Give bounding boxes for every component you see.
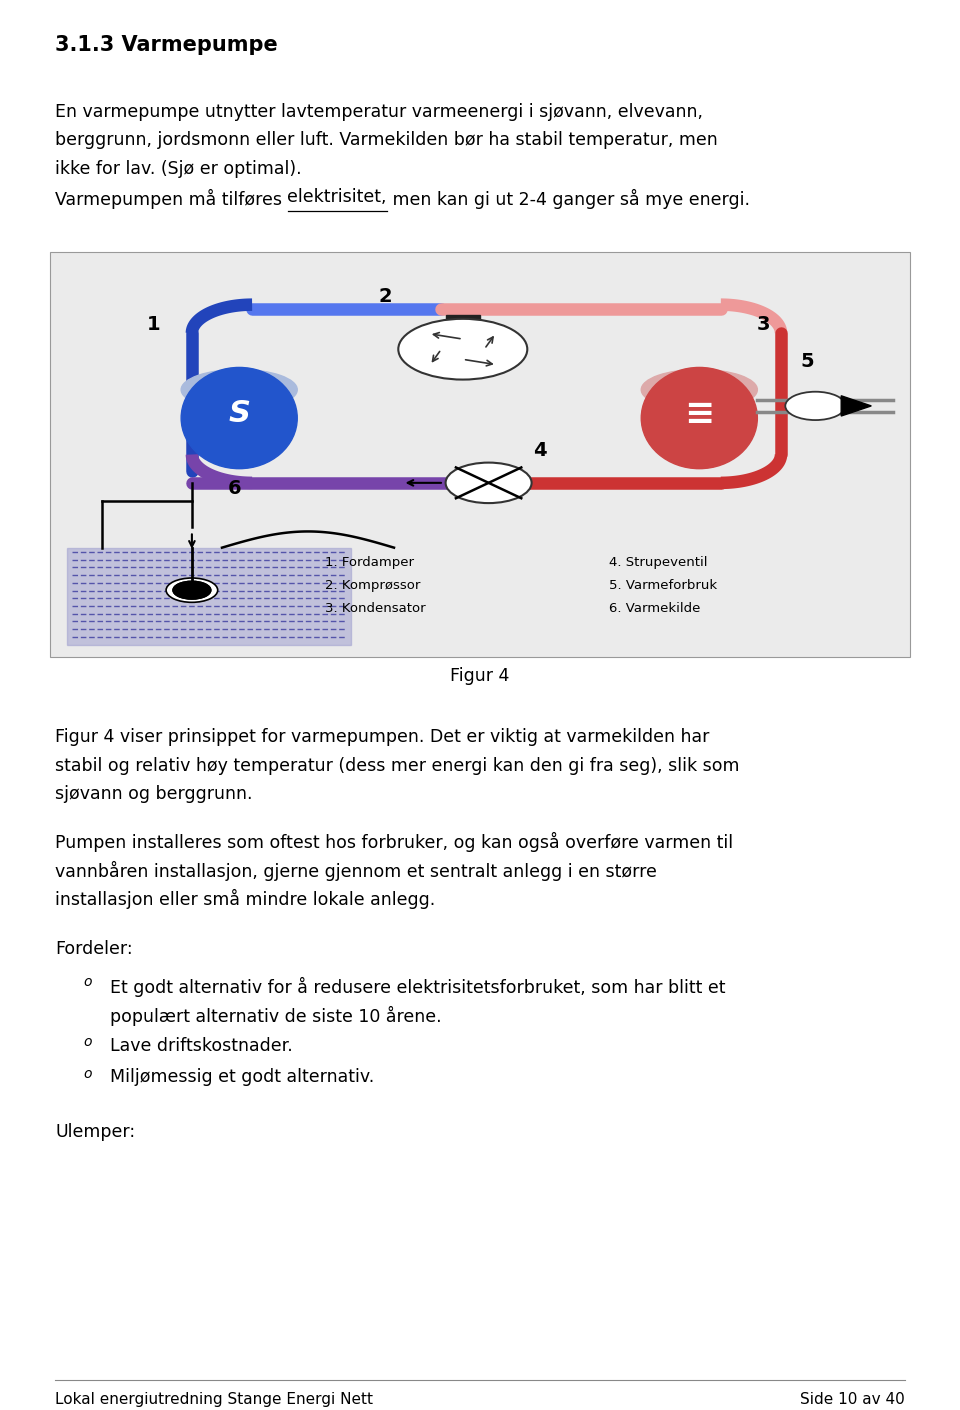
Text: Lave driftskostnader.: Lave driftskostnader. xyxy=(110,1036,293,1055)
Ellipse shape xyxy=(181,369,298,410)
Circle shape xyxy=(173,581,211,599)
Text: stabil og relativ høy temperatur (dess mer energi kan den gi fra seg), slik som: stabil og relativ høy temperatur (dess m… xyxy=(55,757,739,776)
Text: Figur 4: Figur 4 xyxy=(450,667,510,685)
Text: ikke for lav. (Sjø er optimal).: ikke for lav. (Sjø er optimal). xyxy=(55,159,301,178)
Text: o: o xyxy=(83,1066,91,1080)
Ellipse shape xyxy=(641,368,757,468)
Text: o: o xyxy=(83,974,91,988)
Text: populært alternativ de siste 10 årene.: populært alternativ de siste 10 årene. xyxy=(110,1005,442,1025)
Ellipse shape xyxy=(641,369,757,410)
Text: 5. Varmeforbruk: 5. Varmeforbruk xyxy=(609,580,717,592)
Text: Pumpen installeres som oftest hos forbruker, og kan også overføre varmen til: Pumpen installeres som oftest hos forbru… xyxy=(55,832,733,852)
Text: o: o xyxy=(83,1035,91,1049)
Text: 6. Varmekilde: 6. Varmekilde xyxy=(609,602,701,615)
Ellipse shape xyxy=(181,368,298,468)
Bar xyxy=(67,547,351,644)
Text: sjøvann og berggrunn.: sjøvann og berggrunn. xyxy=(55,785,252,804)
Text: Figur 4 viser prinsippet for varmepumpen. Det er viktig at varmekilden har: Figur 4 viser prinsippet for varmepumpen… xyxy=(55,729,709,746)
Text: 6: 6 xyxy=(228,479,242,498)
Bar xyxy=(445,314,480,327)
Circle shape xyxy=(166,578,218,602)
Text: Fordeler:: Fordeler: xyxy=(55,940,132,959)
Text: 1. Fordamper: 1. Fordamper xyxy=(325,556,414,568)
Text: 4: 4 xyxy=(534,441,547,460)
Text: berggrunn, jordsmonn eller luft. Varmekilden bør ha stabil temperatur, men: berggrunn, jordsmonn eller luft. Varmeki… xyxy=(55,131,718,149)
Text: vannbåren installasjon, gjerne gjennom et sentralt anlegg i en større: vannbåren installasjon, gjerne gjennom e… xyxy=(55,860,657,881)
Circle shape xyxy=(398,319,527,379)
Text: men kan gi ut 2-4 ganger så mye energi.: men kan gi ut 2-4 ganger så mye energi. xyxy=(387,189,750,209)
Text: Et godt alternativ for å redusere elektrisitetsforbruket, som har blitt et: Et godt alternativ for å redusere elektr… xyxy=(110,977,726,997)
Text: 3.1.3 Varmepumpe: 3.1.3 Varmepumpe xyxy=(55,35,277,55)
Text: En varmepumpe utnytter lavtemperatur varmeenergi i sjøvann, elvevann,: En varmepumpe utnytter lavtemperatur var… xyxy=(55,103,703,121)
Circle shape xyxy=(785,392,846,420)
Text: 2: 2 xyxy=(378,288,393,306)
Text: Lokal energiutredning Stange Energi Nett: Lokal energiutredning Stange Energi Nett xyxy=(55,1392,373,1407)
Bar xyxy=(50,252,910,657)
Text: ≡: ≡ xyxy=(684,398,714,431)
Text: Miljømessig et godt alternativ.: Miljømessig et godt alternativ. xyxy=(110,1069,374,1087)
Text: 4. Strupeventil: 4. Strupeventil xyxy=(609,556,708,568)
Polygon shape xyxy=(841,396,872,416)
Text: elektrisitet,: elektrisitet, xyxy=(287,189,387,206)
Text: S: S xyxy=(228,399,251,429)
Text: Ulemper:: Ulemper: xyxy=(55,1122,135,1141)
Text: Varmepumpen må tilføres: Varmepumpen må tilføres xyxy=(55,189,287,209)
Circle shape xyxy=(445,462,532,503)
Text: 5: 5 xyxy=(800,352,814,371)
Circle shape xyxy=(173,581,211,599)
Text: installasjon eller små mindre lokale anlegg.: installasjon eller små mindre lokale anl… xyxy=(55,888,435,909)
Text: 3. Kondensator: 3. Kondensator xyxy=(325,602,426,615)
Text: Side 10 av 40: Side 10 av 40 xyxy=(801,1392,905,1407)
Text: 2. Komprøssor: 2. Komprøssor xyxy=(325,580,420,592)
Text: 1: 1 xyxy=(146,316,160,334)
Text: 3: 3 xyxy=(757,316,771,334)
